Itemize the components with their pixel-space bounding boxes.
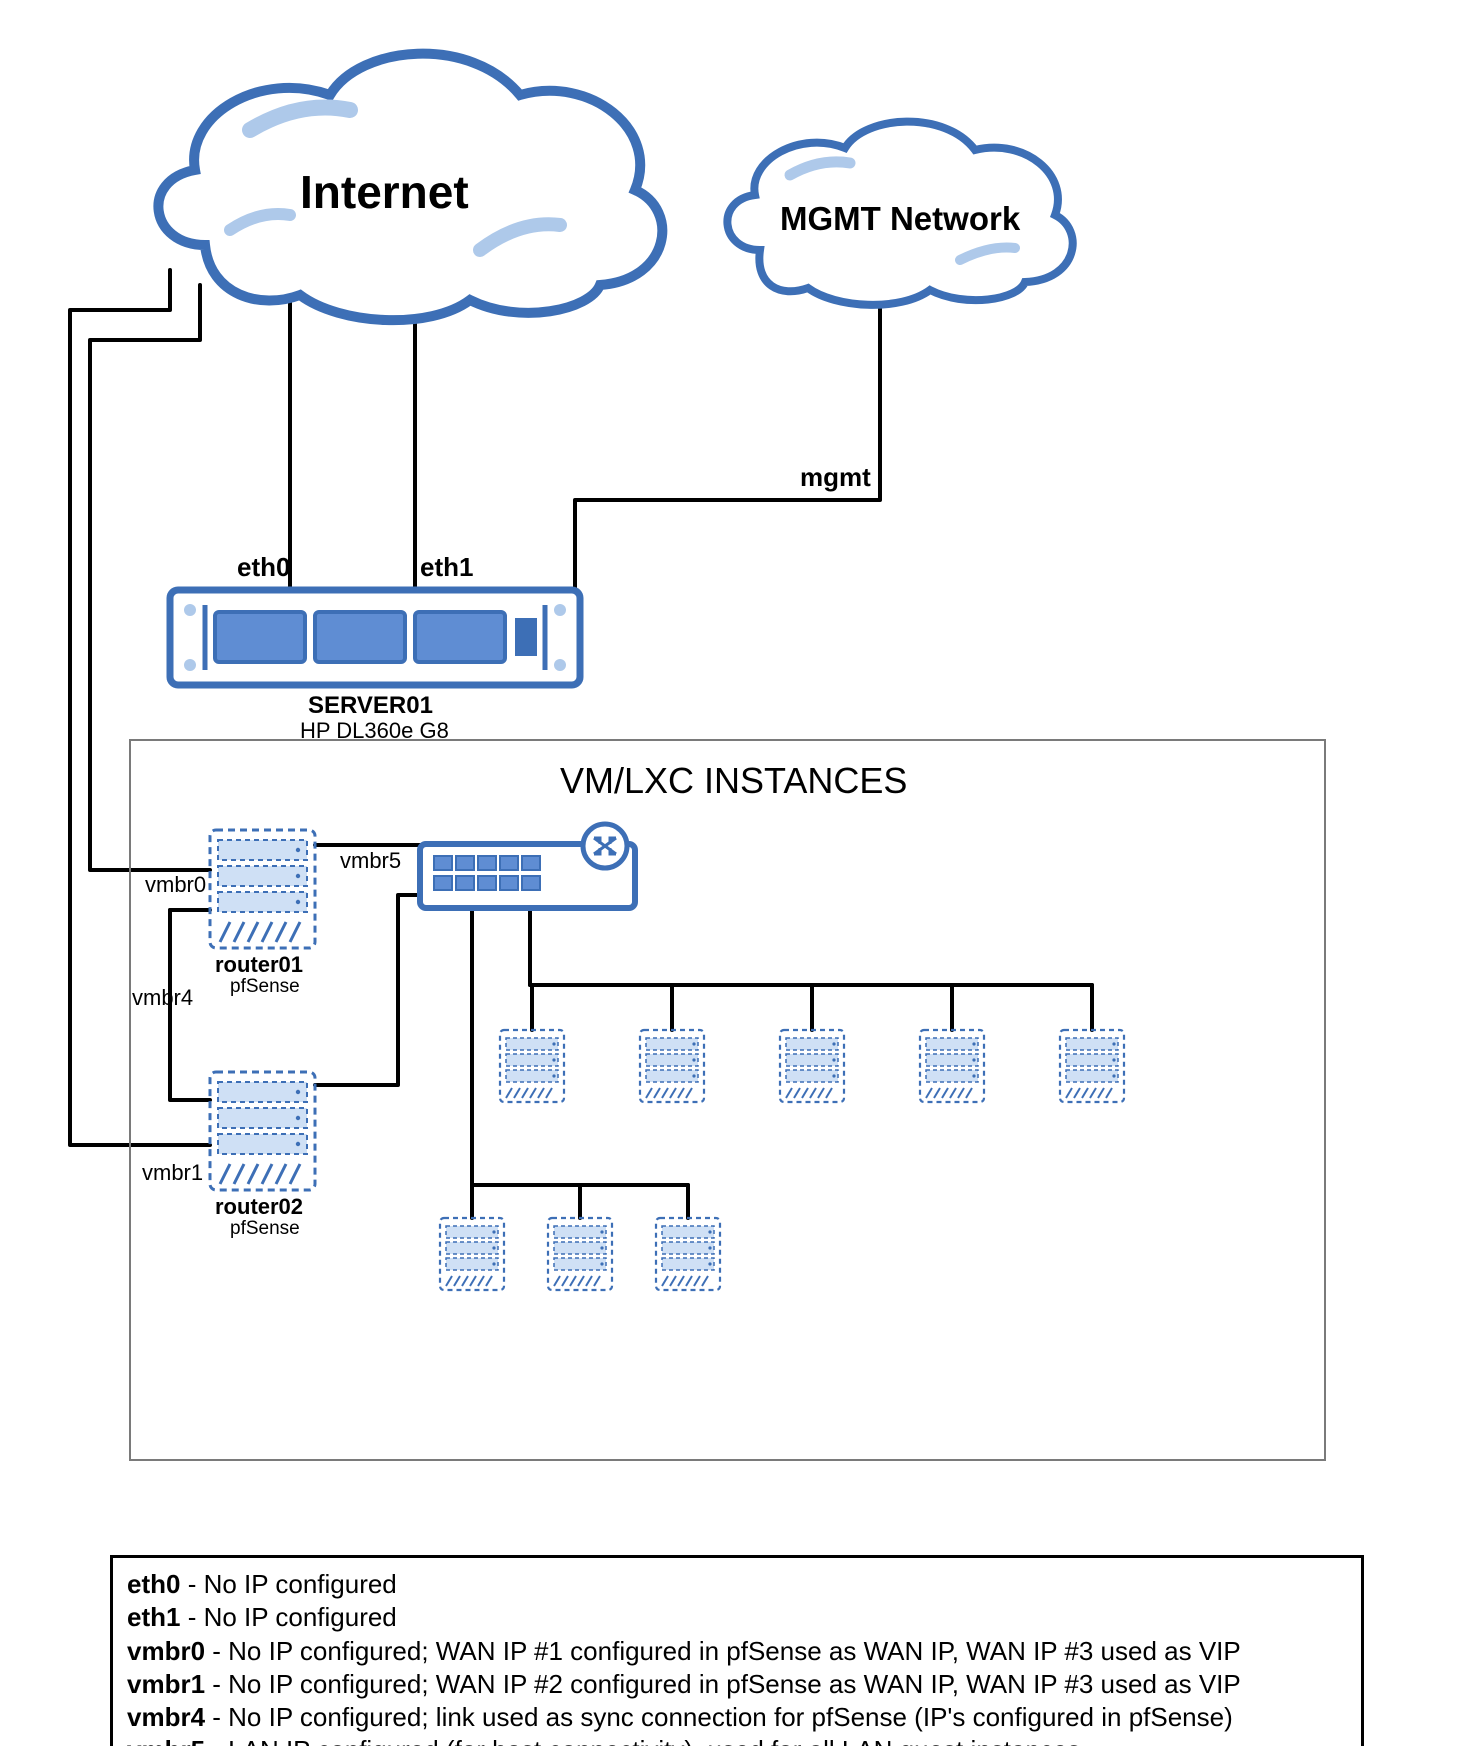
mgmt-port-label: mgmt (800, 462, 871, 493)
server-name: SERVER01 (308, 692, 433, 720)
router02-icon (210, 1072, 315, 1190)
legend-line: vmbr0 - No IP configured; WAN IP #1 conf… (127, 1635, 1347, 1668)
server01-icon (170, 590, 580, 685)
router02-name: router02 (215, 1194, 303, 1220)
router02-sub: pfSense (230, 1218, 300, 1240)
vm-instance (656, 1218, 720, 1290)
legend-line: eth0 - No IP configured (127, 1568, 1347, 1601)
internet-label: Internet (300, 165, 469, 219)
legend-line: eth1 - No IP configured (127, 1601, 1347, 1634)
router01-icon (210, 830, 315, 948)
mgmt-network-label: MGMT Network (780, 200, 1020, 238)
legend-box: eth0 - No IP configured eth1 - No IP con… (110, 1555, 1364, 1746)
vm-instance (548, 1218, 612, 1290)
vm-lxc-box (130, 740, 1325, 1460)
legend-line: vmbr5 - LAN IP configured (for host conn… (127, 1734, 1347, 1746)
eth0-label: eth0 (237, 552, 290, 583)
vm-instance (780, 1030, 844, 1102)
vm-instance (1060, 1030, 1124, 1102)
router01-sub: pfSense (230, 976, 300, 998)
vmbr4-label: vmbr4 (132, 985, 193, 1011)
vmbr5-label: vmbr5 (340, 848, 401, 874)
switch-icon (420, 824, 635, 908)
vm-lxc-title: VM/LXC INSTANCES (560, 760, 907, 802)
vm-instance (920, 1030, 984, 1102)
vm-instance (640, 1030, 704, 1102)
diagram-canvas (0, 0, 1469, 1746)
legend-line: vmbr4 - No IP configured; link used as s… (127, 1701, 1347, 1734)
legend-line: vmbr1 - No IP configured; WAN IP #2 conf… (127, 1668, 1347, 1701)
eth1-label: eth1 (420, 552, 473, 583)
vmbr1-label: vmbr1 (142, 1160, 203, 1186)
vmbr0-label: vmbr0 (145, 872, 206, 898)
router01-name: router01 (215, 952, 303, 978)
server-model: HP DL360e G8 (300, 718, 449, 744)
vm-instance (440, 1218, 504, 1290)
vm-instance (500, 1030, 564, 1102)
